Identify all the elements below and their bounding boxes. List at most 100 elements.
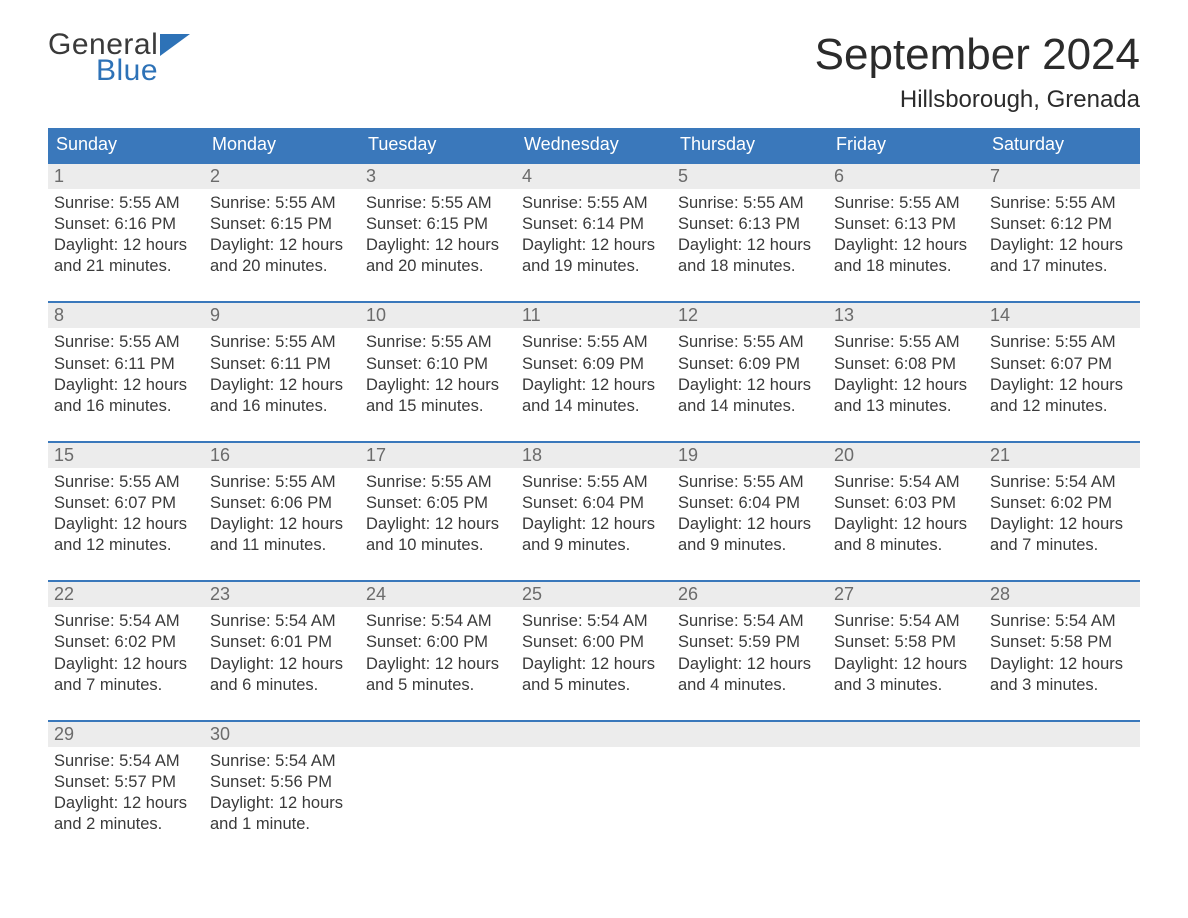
day-number: 17 (360, 443, 516, 468)
daylight-text: Daylight: 12 hours (834, 235, 978, 256)
day-number: 12 (672, 303, 828, 328)
daylight-text: and 12 minutes. (990, 396, 1134, 417)
day-number (672, 722, 828, 747)
day-cell: Sunrise: 5:55 AMSunset: 6:15 PMDaylight:… (204, 189, 360, 301)
week-row: 891011121314Sunrise: 5:55 AMSunset: 6:11… (48, 301, 1140, 440)
day-number: 20 (828, 443, 984, 468)
sunset-text: Sunset: 6:14 PM (522, 214, 666, 235)
daylight-text: and 13 minutes. (834, 396, 978, 417)
sunset-text: Sunset: 6:00 PM (366, 632, 510, 653)
day-cell: Sunrise: 5:54 AMSunset: 6:01 PMDaylight:… (204, 607, 360, 719)
day-number: 15 (48, 443, 204, 468)
day-number: 28 (984, 582, 1140, 607)
daylight-text: and 19 minutes. (522, 256, 666, 277)
day-cell: Sunrise: 5:54 AMSunset: 5:58 PMDaylight:… (984, 607, 1140, 719)
daylight-text: and 14 minutes. (522, 396, 666, 417)
sunrise-text: Sunrise: 5:55 AM (990, 193, 1134, 214)
day-cell: Sunrise: 5:55 AMSunset: 6:06 PMDaylight:… (204, 468, 360, 580)
day-cell: Sunrise: 5:54 AMSunset: 5:59 PMDaylight:… (672, 607, 828, 719)
weeks-container: 1234567Sunrise: 5:55 AMSunset: 6:16 PMDa… (48, 162, 1140, 845)
sunrise-text: Sunrise: 5:54 AM (990, 611, 1134, 632)
sunrise-text: Sunrise: 5:55 AM (54, 472, 198, 493)
day-number (360, 722, 516, 747)
daylight-text: Daylight: 12 hours (210, 514, 354, 535)
daynum-row: 22232425262728 (48, 582, 1140, 607)
day-number: 25 (516, 582, 672, 607)
daylight-text: Daylight: 12 hours (834, 514, 978, 535)
sunrise-text: Sunrise: 5:55 AM (834, 332, 978, 353)
sunset-text: Sunset: 6:07 PM (54, 493, 198, 514)
day-cell: Sunrise: 5:54 AMSunset: 5:56 PMDaylight:… (204, 747, 360, 845)
week-row: 2930Sunrise: 5:54 AMSunset: 5:57 PMDayli… (48, 720, 1140, 845)
day-cell: Sunrise: 5:54 AMSunset: 6:00 PMDaylight:… (360, 607, 516, 719)
daylight-text: Daylight: 12 hours (54, 654, 198, 675)
day-cell: Sunrise: 5:55 AMSunset: 6:09 PMDaylight:… (516, 328, 672, 440)
day-number: 29 (48, 722, 204, 747)
location-label: Hillsborough, Grenada (815, 86, 1140, 114)
daylight-text: Daylight: 12 hours (54, 793, 198, 814)
day-number: 7 (984, 164, 1140, 189)
sunset-text: Sunset: 6:13 PM (678, 214, 822, 235)
daylight-text: and 6 minutes. (210, 675, 354, 696)
week-row: 1234567Sunrise: 5:55 AMSunset: 6:16 PMDa… (48, 162, 1140, 301)
daylight-text: Daylight: 12 hours (990, 375, 1134, 396)
daylight-text: Daylight: 12 hours (54, 375, 198, 396)
day-cell: Sunrise: 5:55 AMSunset: 6:15 PMDaylight:… (360, 189, 516, 301)
day-number: 26 (672, 582, 828, 607)
day-cell: Sunrise: 5:55 AMSunset: 6:11 PMDaylight:… (48, 328, 204, 440)
sunset-text: Sunset: 6:04 PM (678, 493, 822, 514)
sunset-text: Sunset: 6:00 PM (522, 632, 666, 653)
daylight-text: Daylight: 12 hours (522, 235, 666, 256)
day-cell: Sunrise: 5:54 AMSunset: 6:03 PMDaylight:… (828, 468, 984, 580)
sunrise-text: Sunrise: 5:54 AM (366, 611, 510, 632)
daylight-text: and 15 minutes. (366, 396, 510, 417)
day-cell: Sunrise: 5:55 AMSunset: 6:16 PMDaylight:… (48, 189, 204, 301)
day-number: 18 (516, 443, 672, 468)
sunset-text: Sunset: 6:06 PM (210, 493, 354, 514)
sunrise-text: Sunrise: 5:55 AM (522, 332, 666, 353)
daylight-text: Daylight: 12 hours (54, 514, 198, 535)
sunset-text: Sunset: 6:01 PM (210, 632, 354, 653)
day-cell (828, 747, 984, 845)
sunrise-text: Sunrise: 5:55 AM (210, 332, 354, 353)
daylight-text: and 20 minutes. (366, 256, 510, 277)
daylight-text: and 16 minutes. (54, 396, 198, 417)
sunrise-text: Sunrise: 5:54 AM (522, 611, 666, 632)
day-number (828, 722, 984, 747)
sunrise-text: Sunrise: 5:55 AM (210, 472, 354, 493)
sunrise-text: Sunrise: 5:54 AM (834, 472, 978, 493)
sunrise-text: Sunrise: 5:55 AM (54, 193, 198, 214)
sunrise-text: Sunrise: 5:54 AM (210, 611, 354, 632)
day-cell: Sunrise: 5:55 AMSunset: 6:05 PMDaylight:… (360, 468, 516, 580)
daylight-text: and 5 minutes. (366, 675, 510, 696)
weekday-label: Saturday (984, 128, 1140, 162)
daylight-text: Daylight: 12 hours (366, 375, 510, 396)
daylight-text: and 18 minutes. (678, 256, 822, 277)
sunrise-text: Sunrise: 5:54 AM (990, 472, 1134, 493)
sunset-text: Sunset: 6:11 PM (210, 354, 354, 375)
sunrise-text: Sunrise: 5:55 AM (366, 193, 510, 214)
sunrise-text: Sunrise: 5:54 AM (54, 751, 198, 772)
daylight-text: Daylight: 12 hours (522, 514, 666, 535)
daylight-text: Daylight: 12 hours (678, 514, 822, 535)
day-number: 11 (516, 303, 672, 328)
daylight-text: Daylight: 12 hours (366, 514, 510, 535)
brand-bottom: Blue (96, 56, 190, 86)
daylight-text: and 12 minutes. (54, 535, 198, 556)
day-cell: Sunrise: 5:55 AMSunset: 6:14 PMDaylight:… (516, 189, 672, 301)
sunrise-text: Sunrise: 5:55 AM (522, 193, 666, 214)
daylight-text: and 16 minutes. (210, 396, 354, 417)
sunset-text: Sunset: 6:03 PM (834, 493, 978, 514)
day-cell: Sunrise: 5:55 AMSunset: 6:08 PMDaylight:… (828, 328, 984, 440)
daylight-text: and 8 minutes. (834, 535, 978, 556)
daylight-text: and 14 minutes. (678, 396, 822, 417)
daylight-text: and 5 minutes. (522, 675, 666, 696)
sunrise-text: Sunrise: 5:55 AM (210, 193, 354, 214)
daylight-text: Daylight: 12 hours (210, 793, 354, 814)
sunset-text: Sunset: 6:04 PM (522, 493, 666, 514)
sunset-text: Sunset: 6:02 PM (54, 632, 198, 653)
week-row: 22232425262728Sunrise: 5:54 AMSunset: 6:… (48, 580, 1140, 719)
month-title: September 2024 (815, 30, 1140, 80)
sunrise-text: Sunrise: 5:54 AM (834, 611, 978, 632)
day-number: 24 (360, 582, 516, 607)
